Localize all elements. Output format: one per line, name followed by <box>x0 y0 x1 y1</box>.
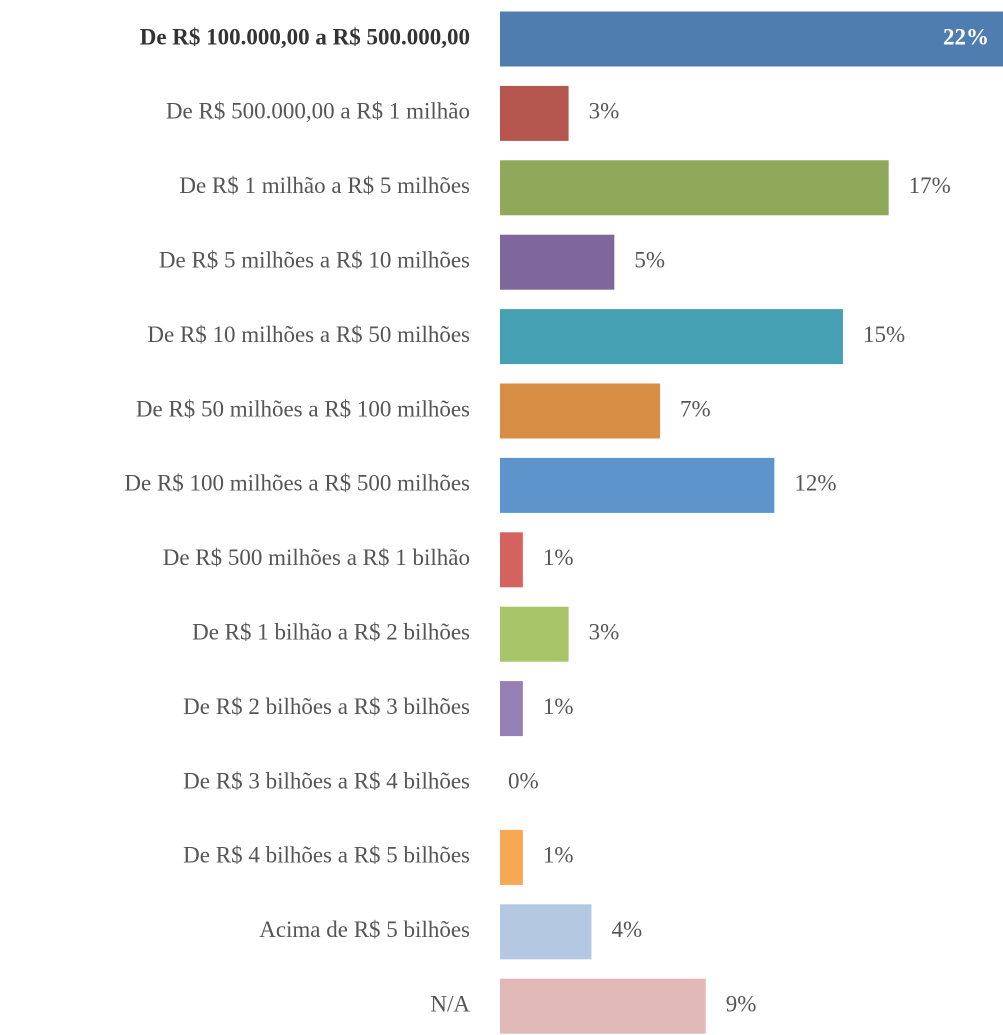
bar <box>500 457 775 513</box>
value-label: 4% <box>611 917 642 942</box>
value-label: 0% <box>508 768 539 793</box>
bar <box>500 532 523 588</box>
category-label: De R$ 4 bilhões a R$ 5 bilhões <box>183 843 470 868</box>
category-label: De R$ 500 milhões a R$ 1 bilhão <box>163 545 470 570</box>
bar <box>500 829 523 885</box>
category-label: De R$ 1 milhão a R$ 5 milhões <box>179 173 470 198</box>
category-label: De R$ 10 milhões a R$ 50 milhões <box>147 322 470 347</box>
category-label: De R$ 2 bilhões a R$ 3 bilhões <box>183 694 470 719</box>
value-label: 15% <box>863 322 905 347</box>
bar <box>500 11 1003 67</box>
category-label: De R$ 100 milhões a R$ 500 milhões <box>124 471 470 496</box>
category-label: De R$ 1 bilhão a R$ 2 bilhões <box>192 619 470 644</box>
category-label: De R$ 500.000,00 a R$ 1 milhão <box>166 99 470 124</box>
value-label: 22% <box>943 24 989 49</box>
bar <box>500 160 889 216</box>
bar <box>500 904 592 960</box>
value-label: 1% <box>543 694 574 719</box>
bar <box>500 681 523 737</box>
value-label: 1% <box>543 843 574 868</box>
value-label: 3% <box>589 619 620 644</box>
value-label: 12% <box>794 471 836 496</box>
value-label: 1% <box>543 545 574 570</box>
value-label: 17% <box>909 173 951 198</box>
bar <box>500 85 569 141</box>
category-label: De R$ 3 bilhões a R$ 4 bilhões <box>183 768 470 793</box>
value-label: 7% <box>680 396 711 421</box>
category-label: N/A <box>430 991 470 1016</box>
value-label: 9% <box>726 991 757 1016</box>
bar <box>500 606 569 662</box>
category-label: De R$ 50 milhões a R$ 100 milhões <box>136 396 470 421</box>
bar <box>500 978 706 1034</box>
category-label: De R$ 5 milhões a R$ 10 milhões <box>159 247 470 272</box>
bar <box>500 234 615 290</box>
bar <box>500 383 661 439</box>
value-label: 5% <box>634 247 665 272</box>
bar <box>500 309 843 365</box>
value-label: 3% <box>589 99 620 124</box>
category-label: De R$ 100.000,00 a R$ 500.000,00 <box>140 24 470 49</box>
category-label: Acima de R$ 5 bilhões <box>259 917 470 942</box>
